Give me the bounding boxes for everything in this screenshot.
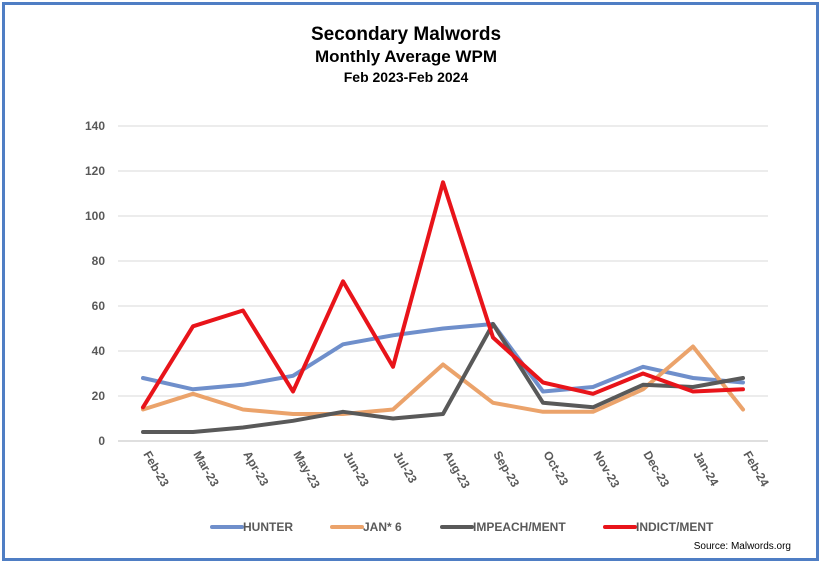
x-tick-label: Mar-23 bbox=[190, 449, 222, 490]
x-tick-label: Aug-23 bbox=[440, 449, 473, 492]
legend-label: HUNTER bbox=[243, 520, 293, 534]
x-tick-label: May-23 bbox=[290, 449, 323, 492]
x-tick-label: Jun-23 bbox=[340, 449, 372, 490]
x-tick-label: Feb-24 bbox=[740, 449, 772, 490]
y-tick-label: 20 bbox=[92, 389, 106, 403]
legend-label: INDICT/MENT bbox=[636, 520, 714, 534]
x-tick-label: Dec-23 bbox=[640, 449, 672, 490]
x-tick-label: Nov-23 bbox=[590, 449, 622, 491]
x-tick-label: Jan-24 bbox=[690, 449, 721, 489]
y-tick-label: 40 bbox=[92, 344, 106, 358]
series-line-impeach-ment bbox=[141, 322, 745, 434]
chart-title: Secondary Malwords bbox=[311, 24, 501, 45]
y-tick-label: 0 bbox=[98, 434, 105, 448]
y-tick-label: 80 bbox=[92, 254, 106, 268]
legend-label: JAN* 6 bbox=[363, 520, 402, 534]
chart-subtitle: Monthly Average WPM bbox=[315, 47, 497, 66]
y-tick-label: 140 bbox=[85, 119, 105, 133]
x-tick-label: Sep-23 bbox=[490, 449, 522, 490]
series-line-indict-ment bbox=[141, 180, 745, 410]
legend-label: IMPEACH/MENT bbox=[473, 520, 566, 534]
source-note: Source: Malwords.org bbox=[694, 541, 791, 552]
x-tick-label: Jul-23 bbox=[390, 449, 420, 486]
y-tick-label: 60 bbox=[92, 299, 106, 313]
y-tick-label: 120 bbox=[85, 164, 105, 178]
y-tick-label: 100 bbox=[85, 209, 105, 223]
series-line-hunter bbox=[141, 322, 745, 394]
x-tick-label: Apr-23 bbox=[240, 449, 271, 489]
chart-date-range: Feb 2023-Feb 2024 bbox=[344, 69, 469, 85]
x-tick-label: Oct-23 bbox=[540, 449, 571, 489]
series-line-jan-6 bbox=[141, 344, 745, 416]
x-tick-label: Feb-23 bbox=[140, 449, 172, 490]
